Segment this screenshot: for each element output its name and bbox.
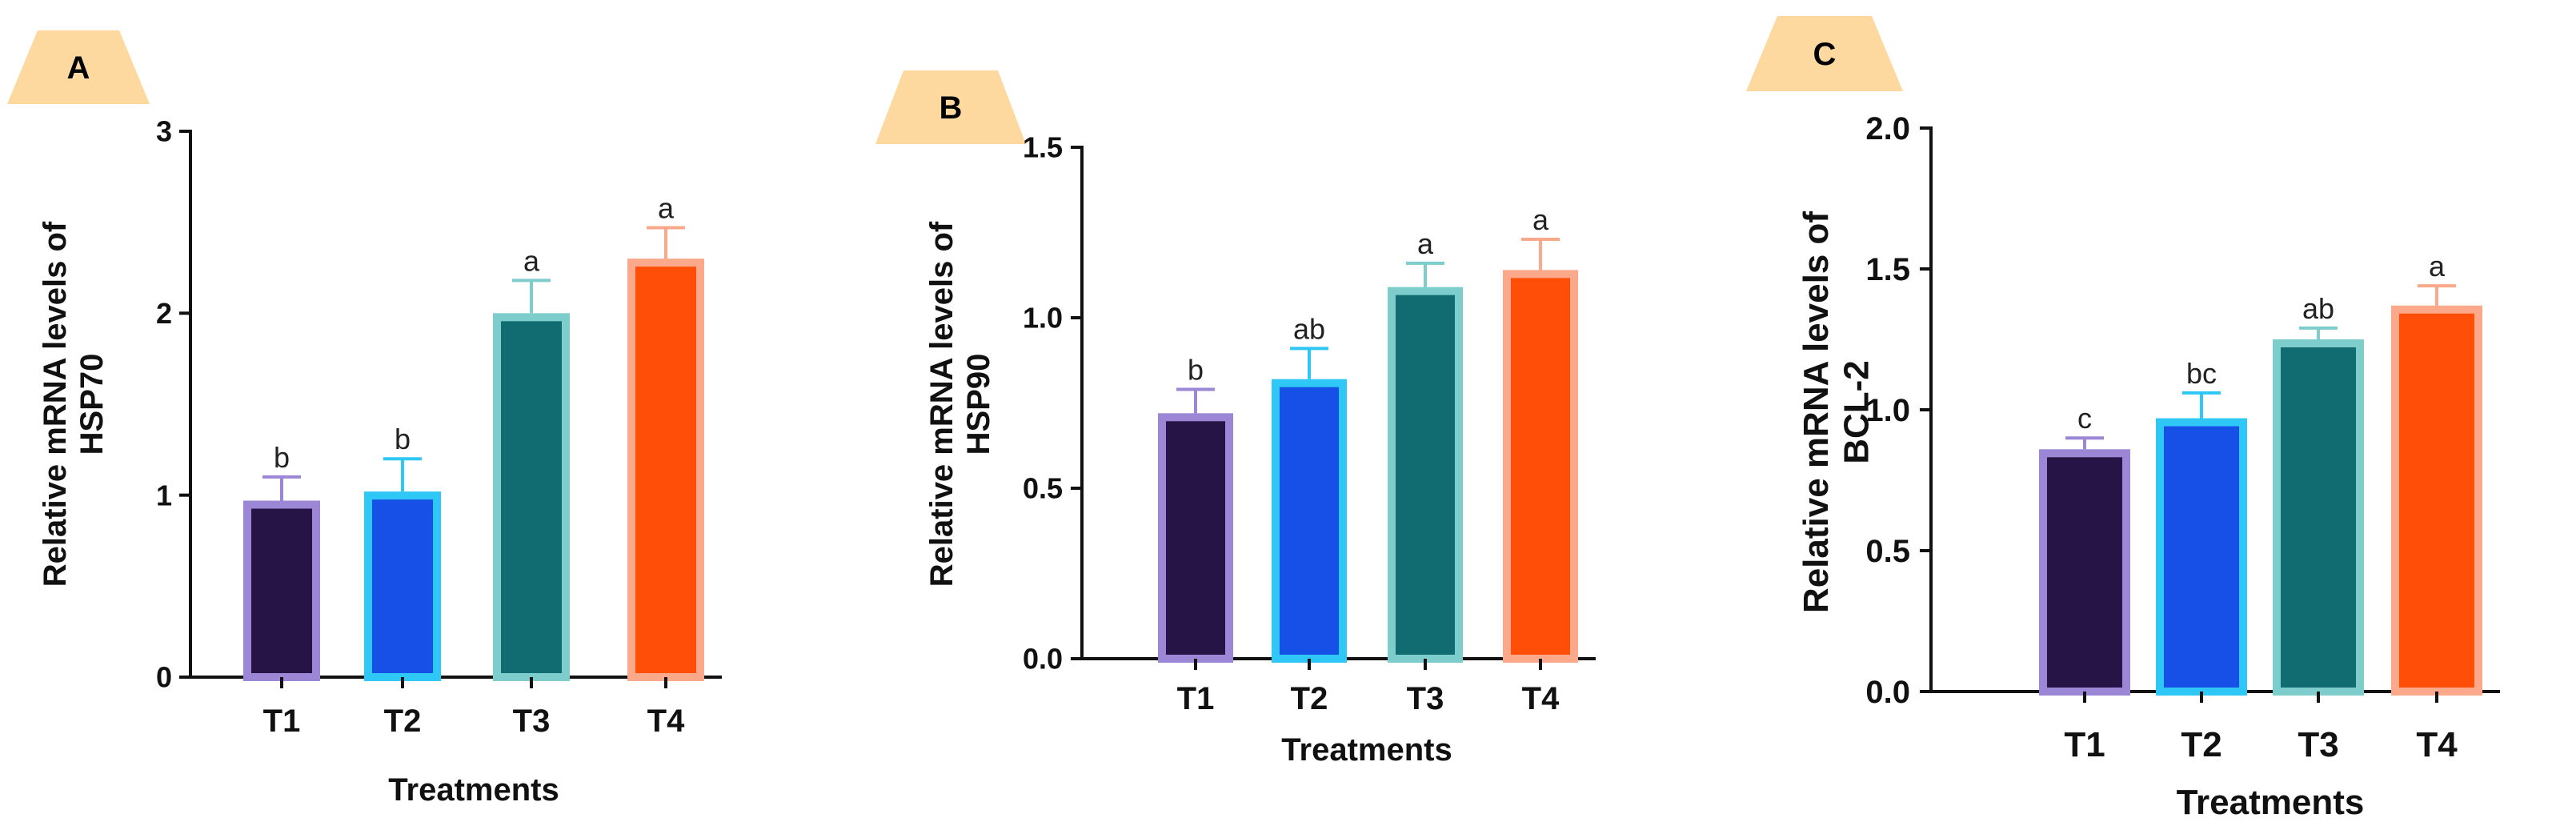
y-tick-label: 1.5 [1865,252,1910,287]
y-tick-label: 1 [156,479,172,511]
significance-label: ab [1293,312,1325,345]
y-axis-title-line1: Relative mRNA levels of [1797,211,1836,613]
y-axis-title-line2: HSP90 [961,354,996,455]
x-tick-label: T2 [384,704,422,739]
bar-t4 [627,259,704,681]
chart-panel-c: C 0.0 0.5 1.0 1.5 2.0 c T1 bc T2 ab T3 a T4 Treatments… [1746,16,2500,822]
bar-t4 [1503,270,1578,663]
bar-t2 [364,491,441,681]
y-tick-label: 0.0 [1023,643,1063,676]
x-tick-label: T2 [2181,725,2221,764]
significance-label: ab [2302,292,2334,325]
y-axis-title-line2: HSP70 [74,354,110,455]
x-axis-title: Treatments [2177,783,2365,822]
x-tick-label: T2 [1291,681,1328,716]
x-tick-label: T3 [513,704,551,739]
bar-t3 [1388,287,1463,663]
y-axis-title-line1: Relative mRNA levels of [924,221,959,587]
panel-badge [1746,16,1903,91]
x-axis-title: Treatments [1281,732,1452,768]
x-tick-label: T3 [1407,681,1444,716]
y-tick-label: 3 [156,115,172,148]
y-tick-label: 0.5 [1865,534,1910,569]
significance-label: bc [2186,357,2217,390]
y-tick-label: 1.0 [1023,302,1063,335]
x-tick-label: T4 [1522,681,1560,716]
bar-t4 [2391,305,2482,696]
y-tick-label: 0 [156,661,172,694]
significance-label: c [2077,402,2092,435]
significance-label: b [274,441,290,474]
x-tick-label: T4 [647,704,685,739]
x-tick-label: T3 [2298,725,2338,764]
y-axis-title: Relative mRNA levels ofBCL-2 [1797,211,1877,613]
panel-letter: B [939,90,963,126]
y-tick-label: 1.0 [1865,393,1910,428]
significance-label: a [1417,227,1434,260]
bar-t1 [2039,449,2130,696]
significance-label: a [658,191,675,224]
significance-label: a [2429,250,2446,283]
chart-panel-a: A 0 1 2 3 b T1 b T2 a T3 a T4 Treatments Relative mRNA… [7,30,722,808]
bar-t2 [1272,379,1347,663]
panel-letter: C [1813,37,1837,72]
y-tick-label: 2 [156,297,172,330]
bar-t3 [493,313,570,681]
y-tick-label: 2.0 [1865,111,1910,146]
y-axis-title: Relative mRNA levels ofHSP70 [38,221,110,587]
bar-t3 [2273,339,2364,696]
chart-panel-b: B 0.0 0.5 1.0 1.5 b T1 ab T2 a T3 a T4 Treatments Rela… [875,70,1596,768]
bar-t1 [1158,413,1233,664]
significance-label: b [395,423,411,455]
y-tick-label: 0.5 [1023,472,1063,505]
y-axis-title-line1: Relative mRNA levels of [38,221,73,587]
panel-letter: A [67,50,90,86]
x-tick-label: T1 [1177,681,1215,716]
x-axis-title: Treatments [388,772,559,808]
x-tick-label: T1 [263,704,301,739]
y-tick-label: 0.0 [1865,675,1910,710]
x-tick-label: T1 [2064,725,2105,764]
bar-t2 [2156,418,2247,696]
y-axis-title-line2: BCL-2 [1837,360,1877,464]
panel-badge [7,30,150,104]
panel-badge [875,70,1026,144]
y-axis-title: Relative mRNA levels ofHSP90 [924,221,996,587]
significance-label: a [523,244,540,277]
significance-label: b [1188,353,1204,386]
significance-label: a [1532,203,1549,236]
x-tick-label: T4 [2416,725,2458,764]
bar-t1 [243,500,320,682]
y-tick-label: 1.5 [1023,131,1063,164]
